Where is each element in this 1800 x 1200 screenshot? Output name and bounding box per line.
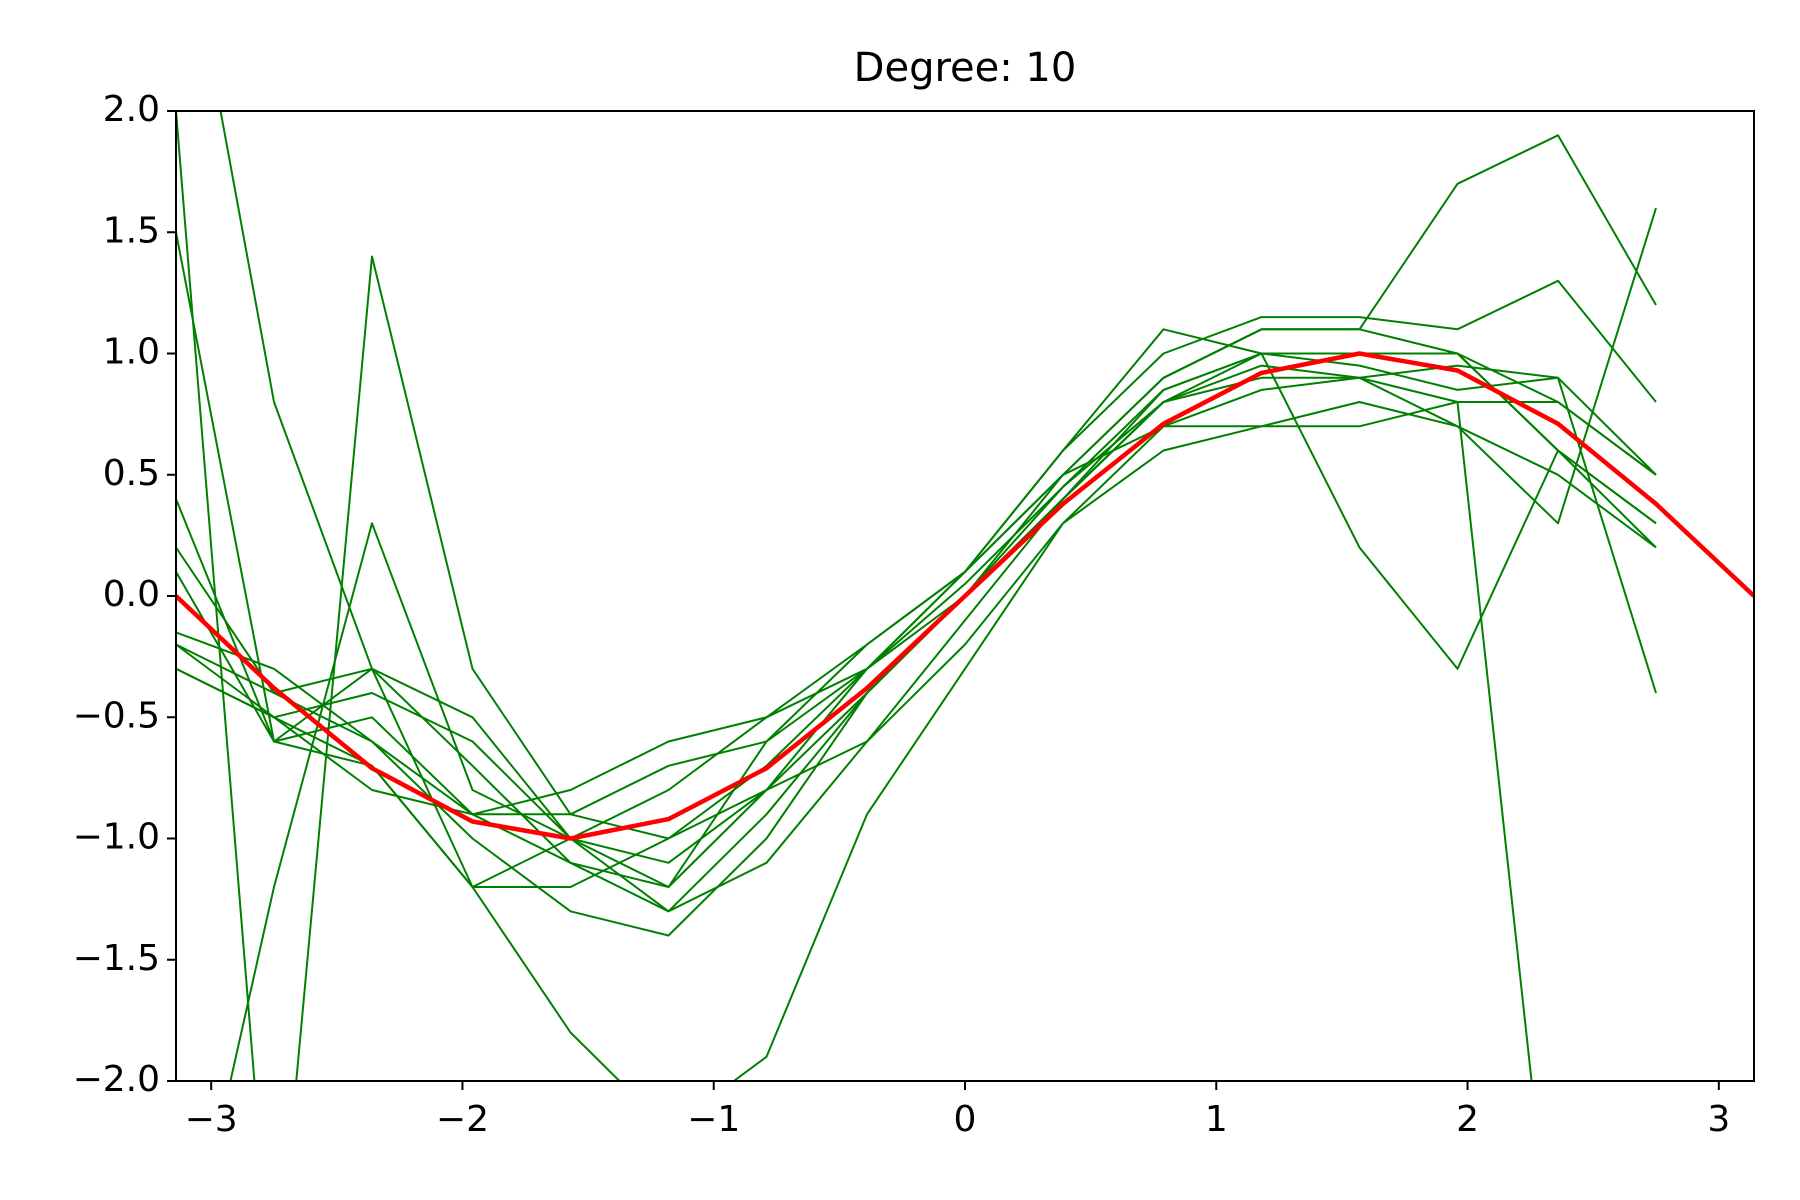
plot-area <box>176 111 1754 1081</box>
y-tick-label: 0.5 <box>103 453 160 494</box>
x-tick-label: 3 <box>1707 1099 1730 1140</box>
chart-title: Degree: 10 <box>854 45 1077 91</box>
y-tick-label: 0.0 <box>103 574 160 615</box>
x-tick-label: −2 <box>436 1099 489 1140</box>
y-tick-label: 1.5 <box>103 210 160 251</box>
fit-curve <box>176 376 1657 816</box>
x-tick-label: 0 <box>954 1099 977 1140</box>
fit-curve <box>176 111 1657 1081</box>
reference-curve <box>176 351 1754 841</box>
y-tick-label: 2.0 <box>103 89 160 130</box>
y-tick-label: −0.5 <box>73 695 160 736</box>
fit-curve <box>176 401 1657 888</box>
x-tick-label: 2 <box>1456 1099 1479 1140</box>
y-tick-label: 1.0 <box>103 332 160 373</box>
x-tick-label: 1 <box>1205 1099 1228 1140</box>
x-tick-label: −3 <box>185 1099 238 1140</box>
fit-curve <box>176 352 1657 913</box>
y-tick-label: −2.0 <box>73 1059 160 1100</box>
y-tick-label: −1.0 <box>73 817 160 858</box>
y-tick-label: −1.5 <box>73 938 160 979</box>
x-tick-label: −1 <box>687 1099 740 1140</box>
